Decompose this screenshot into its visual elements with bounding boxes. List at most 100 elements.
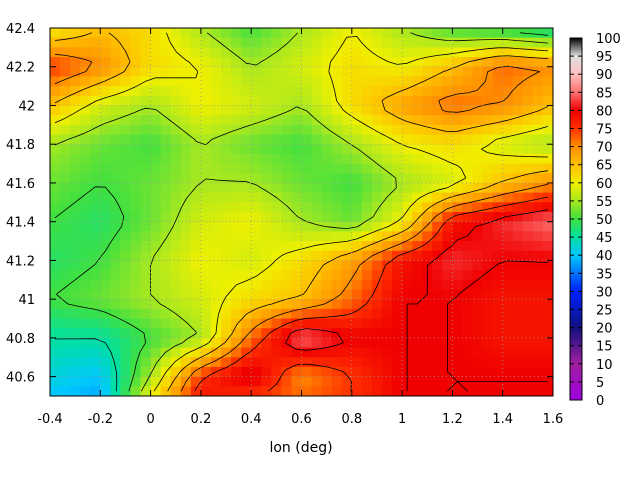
heatmap-cell (100, 231, 111, 242)
heatmap-cell (351, 250, 363, 262)
heatmap-cell (221, 76, 232, 87)
heatmap-cell (100, 357, 111, 368)
heatmap-cell (452, 241, 464, 252)
heatmap-cell (271, 357, 282, 368)
heatmap-cell (472, 144, 484, 155)
heatmap-cell (271, 231, 282, 242)
heatmap-cell (180, 105, 192, 116)
heatmap-cell (412, 386, 423, 396)
heatmap-cell (452, 153, 464, 165)
heatmap-cell (200, 163, 212, 174)
heatmap-cell (381, 337, 393, 349)
heatmap-cell (301, 153, 313, 165)
heatmap-cell (70, 270, 81, 281)
heatmap-cell (241, 376, 252, 387)
heatmap-cell (542, 221, 553, 232)
colorbar-tick-label: 90 (596, 68, 613, 83)
heatmap-cell (301, 163, 313, 174)
heatmap-cell (221, 163, 232, 174)
heatmap-cell (160, 86, 172, 97)
y-tick-label: 42.2 (6, 61, 35, 76)
heatmap-cell (351, 376, 363, 387)
heatmap-cell (502, 221, 514, 232)
heatmap-cell (512, 105, 524, 116)
heatmap-cell (361, 115, 373, 126)
heatmap-cell (502, 328, 514, 339)
heatmap-cell (402, 182, 413, 194)
heatmap-cell (291, 202, 303, 213)
colorbar-tick-label: 15 (596, 340, 613, 355)
heatmap-cell (120, 37, 132, 48)
heatmap-cell (261, 192, 272, 203)
heatmap-cell (210, 212, 222, 223)
x-axis-label: lon (deg) (269, 440, 332, 456)
heatmap-cell (392, 37, 403, 48)
heatmap-cell (50, 182, 61, 194)
heatmap-cell (200, 192, 212, 203)
heatmap-cell (271, 318, 282, 329)
heatmap-cell (492, 260, 504, 271)
heatmap-cell (251, 221, 262, 232)
heatmap-cell (452, 318, 464, 329)
heatmap-cell (341, 250, 353, 262)
heatmap-cell (432, 318, 443, 329)
heatmap-cell (251, 163, 262, 174)
heatmap-cell (422, 134, 433, 145)
heatmap-cell (80, 124, 91, 136)
heatmap-cell (512, 192, 524, 203)
heatmap-cell (110, 124, 122, 136)
heatmap-cell (180, 202, 192, 213)
heatmap-cell (261, 153, 272, 165)
heatmap-cell (542, 366, 553, 378)
heatmap-cell (291, 337, 303, 349)
heatmap-cell (371, 260, 383, 271)
heatmap-cell (542, 270, 553, 281)
heatmap-cell (512, 212, 524, 223)
heatmap-cell (281, 124, 293, 136)
heatmap-cell (341, 115, 353, 126)
heatmap-cell (462, 308, 474, 320)
heatmap-cell (200, 318, 212, 329)
heatmap-cell (502, 47, 514, 58)
heatmap-cell (110, 182, 122, 194)
y-tick-label: 41 (18, 293, 35, 308)
heatmap-cell (301, 299, 313, 310)
heatmap-cell (301, 95, 313, 107)
heatmap-cell (301, 289, 313, 300)
heatmap-cell (90, 192, 101, 203)
heatmap-cell (331, 347, 343, 358)
heatmap-cell (301, 144, 313, 155)
heatmap-cell (221, 279, 232, 291)
heatmap-cell (100, 386, 111, 396)
heatmap-cell (331, 299, 343, 310)
heatmap-cell (371, 347, 383, 358)
heatmap-cell (180, 241, 192, 252)
heatmap-cell (502, 202, 514, 213)
heatmap-cell (100, 328, 111, 339)
heatmap-cell (180, 173, 192, 184)
heatmap-cell (412, 105, 423, 116)
heatmap-cell (492, 386, 504, 396)
heatmap-cell (70, 153, 81, 165)
heatmap-cell (50, 308, 61, 320)
heatmap-cell (80, 231, 91, 242)
heatmap-cell (160, 105, 172, 116)
heatmap-cell (70, 105, 81, 116)
heatmap-cell (502, 279, 514, 291)
heatmap-cell (321, 386, 333, 396)
heatmap-cell (150, 28, 162, 39)
heatmap-cell (522, 37, 534, 48)
heatmap-cell (542, 76, 553, 87)
heatmap-cell (190, 337, 202, 349)
heatmap-cell (482, 231, 494, 242)
heatmap-cell (472, 386, 484, 396)
heatmap-cell (311, 289, 323, 300)
heatmap-cell (221, 337, 232, 349)
heatmap-cell (140, 231, 152, 242)
heatmap-cell (321, 192, 333, 203)
heatmap-cell (432, 386, 443, 396)
heatmap-cell (492, 115, 504, 126)
heatmap-cell (351, 47, 363, 58)
heatmap-cell (542, 299, 553, 310)
heatmap-cell (140, 386, 152, 396)
